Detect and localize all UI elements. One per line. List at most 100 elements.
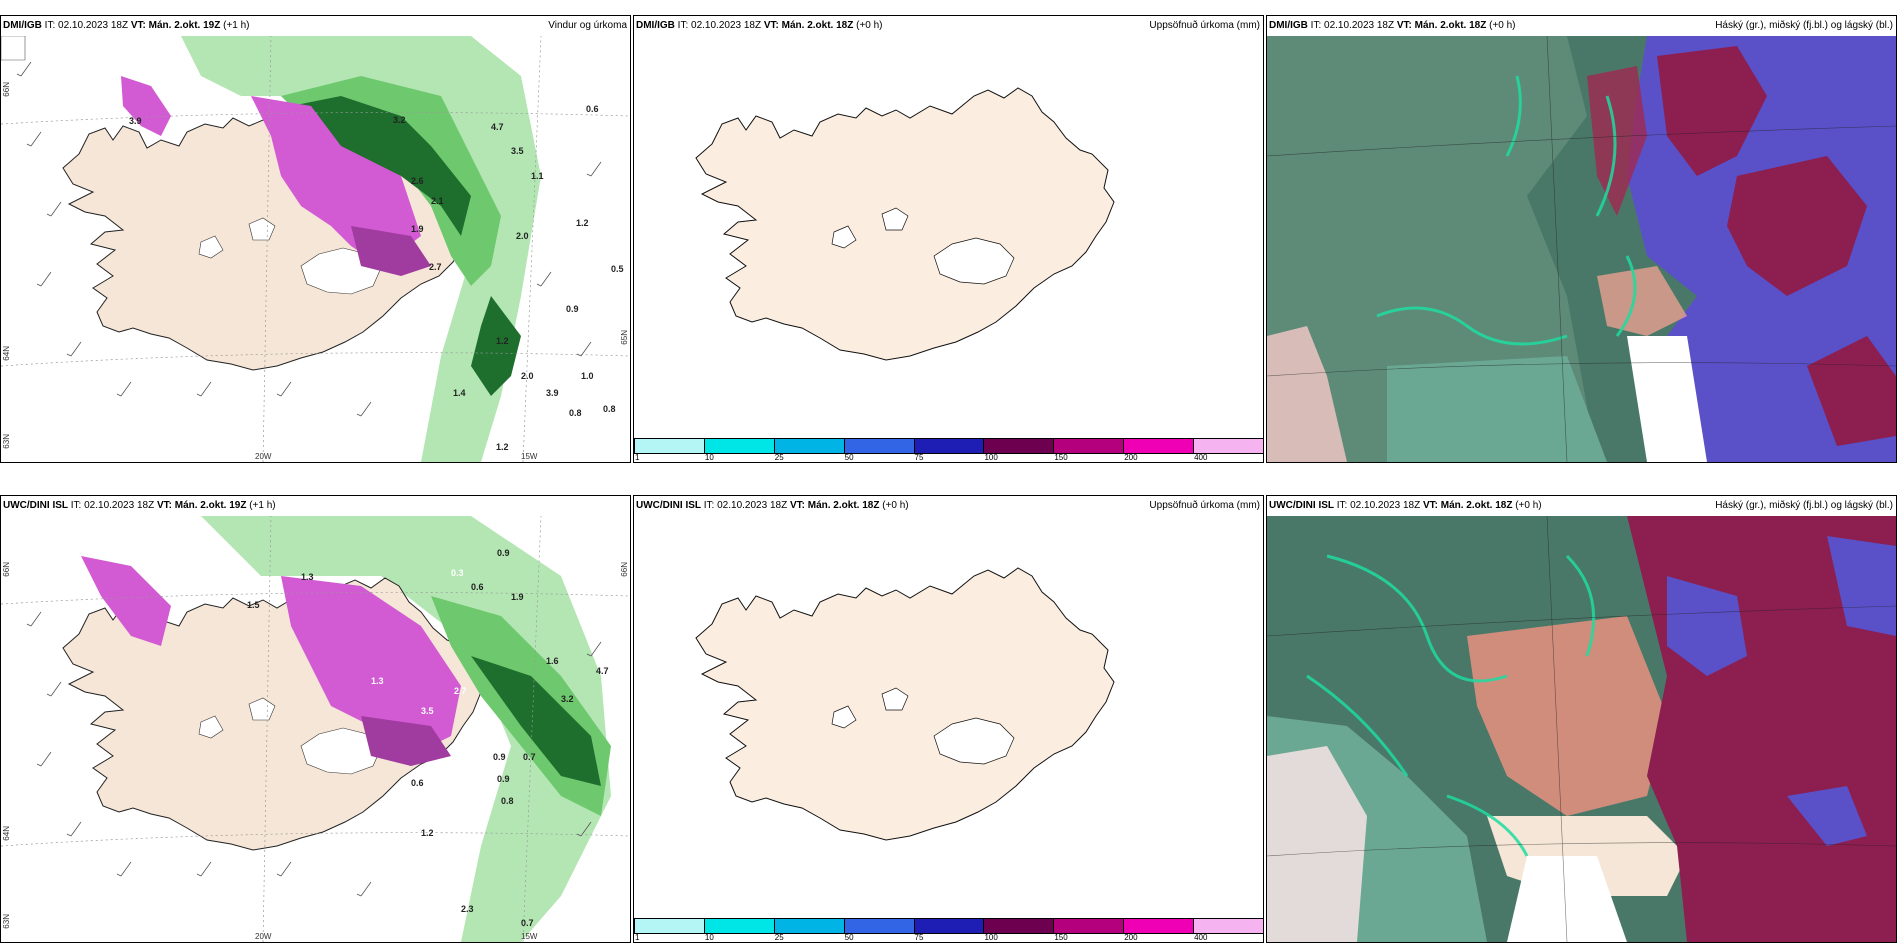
panel-uwc-wind-precip: UWC/DINI ISL IT: 02.10.2023 18Z VT: Mán.…: [0, 495, 631, 943]
model-name: UWC/DINI ISL: [636, 500, 701, 511]
lat-label: 64N: [2, 826, 11, 841]
vt-label: VT:: [1422, 500, 1438, 511]
precip-legend: 1 10 25 50 75 100 150 200 400: [634, 438, 1263, 462]
legend-tick-label: 100: [984, 453, 998, 462]
panel-title: Háský (gr.), miðský (fj.bl.) og lágský (…: [1715, 500, 1893, 511]
legend-tick-label: 50: [844, 933, 854, 942]
panel-title: Háský (gr.), miðský (fj.bl.) og lágský (…: [1715, 20, 1893, 31]
lead-time: (+0 h): [1489, 20, 1516, 31]
accumulated-precip-map: [634, 36, 1263, 438]
vt-label: VT:: [789, 500, 805, 511]
init-time: 02.10.2023 18Z: [1324, 20, 1395, 31]
precip-value: 0.7: [523, 752, 536, 762]
lat-label: 63N: [2, 914, 11, 929]
precip-value: 0.8: [569, 408, 582, 418]
legend-tick-label: 150: [1054, 933, 1068, 942]
precip-value: 3.2: [393, 115, 406, 125]
precip-value: 1.5: [247, 600, 260, 610]
precip-value: 1.6: [546, 656, 559, 666]
legend-swatch: [843, 438, 915, 454]
legend-tick-label: 50: [844, 453, 854, 462]
cloud-cover-map: [1267, 36, 1896, 462]
precip-value: 4.7: [491, 122, 504, 132]
precip-value: 3.9: [129, 116, 142, 126]
precip-value: 2.0: [516, 231, 529, 241]
precip-value: 0.8: [603, 404, 616, 414]
lat-label: 66N: [620, 562, 629, 577]
panel-header: UWC/DINI ISL IT: 02.10.2023 18Z VT: Mán.…: [1, 496, 630, 516]
precip-value: 0.5: [611, 264, 624, 274]
model-name: UWC/DINI ISL: [3, 500, 68, 511]
precip-value: 0.9: [493, 752, 506, 762]
it-label: IT:: [677, 20, 689, 31]
legend-swatch: [1123, 438, 1195, 454]
legend-tick-label: 25: [774, 453, 784, 462]
precip-value: 2.7: [429, 262, 442, 272]
vt-label: VT:: [156, 500, 172, 511]
panel-header: UWC/DINI ISL IT: 02.10.2023 18Z VT: Mán.…: [1267, 496, 1896, 516]
accumulated-precip-map: [634, 516, 1263, 918]
init-time: 02.10.2023 18Z: [84, 500, 155, 511]
precip-value: 2.3: [461, 904, 474, 914]
init-time: 02.10.2023 18Z: [1350, 500, 1421, 511]
precip-value: 0.6: [586, 104, 599, 114]
precip-value: 2.6: [411, 176, 424, 186]
legend-tick-label: 75: [914, 933, 924, 942]
panel-dmi-accumulated-precip: DMI/IGB IT: 02.10.2023 18Z VT: Mán. 2.ok…: [633, 15, 1264, 463]
it-label: IT:: [44, 20, 56, 31]
precip-value: 1.2: [496, 336, 509, 346]
precip-value: 1.3: [301, 572, 314, 582]
precip-value: 1.2: [496, 442, 509, 452]
precip-value: 0.3: [451, 568, 464, 578]
valid-time: Mán. 2.okt. 18Z: [781, 20, 854, 31]
legend-tick-label: 100: [984, 933, 998, 942]
precip-value: 1.2: [576, 218, 589, 228]
precip-value: 3.5: [511, 146, 524, 156]
it-label: IT:: [70, 500, 82, 511]
legend-swatch: [913, 438, 985, 454]
panel-uwc-clouds: UWC/DINI ISL IT: 02.10.2023 18Z VT: Mán.…: [1266, 495, 1897, 943]
legend-tick-label: 200: [1124, 933, 1138, 942]
legend-tick-label: 200: [1124, 453, 1138, 462]
precip-value: 0.6: [411, 778, 424, 788]
legend-swatch: [1123, 918, 1195, 934]
legend-swatch: [773, 918, 845, 934]
legend-tick-label: 150: [1054, 453, 1068, 462]
it-label: IT:: [1336, 500, 1348, 511]
legend-swatch: [843, 918, 915, 934]
wind-precip-map: 3.9 3.2 2.6 2.1 1.9 2.7 4.7 3.5 1.1 1.2 …: [1, 36, 630, 462]
panel-title: Vindur og úrkoma: [548, 20, 627, 31]
precip-value: 0.9: [497, 774, 510, 784]
model-name: DMI/IGB: [636, 20, 675, 31]
lat-label: 65N: [620, 330, 629, 345]
legend-swatch: [1193, 438, 1263, 454]
panel-header: DMI/IGB IT: 02.10.2023 18Z VT: Mán. 2.ok…: [1, 16, 630, 36]
precip-value: 4.3: [467, 726, 480, 736]
precip-value: 3.2: [561, 694, 574, 704]
vt-label: VT:: [1396, 20, 1412, 31]
legend-tick-label: 400: [1194, 453, 1208, 462]
precip-value: 3.5: [421, 706, 434, 716]
precip-value: 1.2: [421, 828, 434, 838]
lat-label: 64N: [2, 346, 11, 361]
panel-header: DMI/IGB IT: 02.10.2023 18Z VT: Mán. 2.ok…: [634, 16, 1263, 36]
lat-label: 66N: [2, 82, 11, 97]
lead-time: (+0 h): [882, 500, 909, 511]
precip-value: 2.1: [431, 196, 444, 206]
lat-label: 63N: [2, 434, 11, 449]
precip-value: 1.1: [531, 171, 544, 181]
legend-swatch: [1053, 438, 1125, 454]
legend-swatch: [913, 918, 985, 934]
lead-time: (+1 h): [223, 20, 250, 31]
legend-swatch: [703, 918, 775, 934]
precip-value: 0.6: [471, 582, 484, 592]
precip-value: 1.9: [411, 224, 424, 234]
precip-value: 0.8: [501, 796, 514, 806]
precip-value: 3.9: [151, 568, 164, 578]
valid-time: Mán. 2.okt. 19Z: [174, 500, 247, 511]
precip-legend: 1 10 25 50 75 100 150 200 400: [634, 918, 1263, 942]
precip-value: 2.0: [166, 584, 179, 594]
panel-title: Uppsöfnuð úrkoma (mm): [1149, 500, 1260, 511]
precip-value: 1.3: [371, 676, 384, 686]
lat-label: 66N: [2, 562, 11, 577]
